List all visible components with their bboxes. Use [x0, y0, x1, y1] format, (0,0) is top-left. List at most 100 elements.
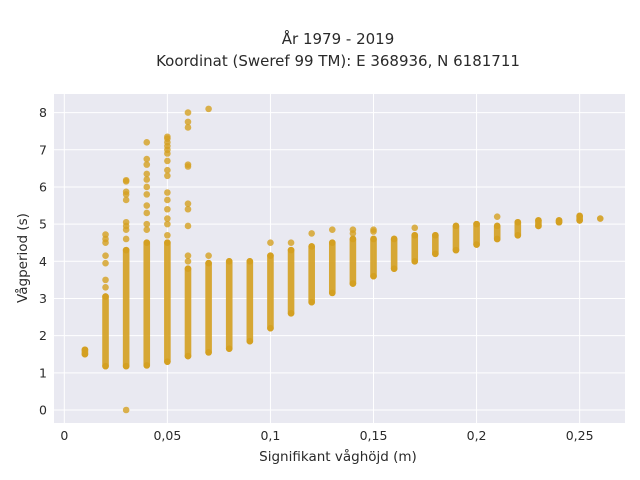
data-point	[493, 222, 501, 230]
data-point	[143, 362, 151, 369]
y-tick-label: 5	[39, 217, 47, 232]
data-point	[514, 231, 522, 239]
data-point	[576, 217, 583, 224]
data-point	[390, 265, 398, 273]
chart-title-line1: År 1979 - 2019	[282, 29, 395, 48]
data-point	[349, 235, 357, 243]
x-tick-label: 0	[60, 428, 68, 443]
data-point	[349, 226, 357, 233]
data-point	[555, 218, 563, 226]
data-point	[143, 139, 151, 146]
data-point	[164, 172, 171, 180]
data-point	[432, 231, 439, 239]
data-point	[143, 220, 151, 228]
data-point	[164, 133, 171, 141]
x-tick-label: 0,2	[467, 428, 487, 443]
data-point	[122, 176, 130, 184]
y-tick-label: 8	[39, 105, 47, 120]
data-point	[143, 209, 151, 217]
data-point-column	[473, 220, 480, 248]
data-point	[473, 220, 480, 228]
data-point-column	[246, 257, 254, 345]
data-point	[349, 280, 357, 287]
y-tick-label: 7	[39, 142, 47, 157]
data-point-column	[390, 235, 398, 273]
data-point	[267, 252, 274, 260]
data-point-column	[411, 231, 419, 265]
data-point	[102, 284, 109, 291]
data-point	[164, 358, 171, 365]
data-point	[225, 345, 233, 352]
data-point	[493, 213, 501, 220]
data-point	[164, 220, 171, 228]
data-point	[535, 217, 542, 224]
data-point	[452, 246, 460, 254]
data-point	[184, 118, 192, 126]
data-point	[308, 230, 315, 237]
data-point	[184, 265, 192, 273]
data-point	[473, 241, 480, 248]
data-point	[143, 191, 151, 198]
data-point	[164, 157, 171, 165]
data-point	[205, 252, 212, 260]
data-point	[184, 161, 192, 168]
x-tick-label: 0,1	[260, 428, 280, 443]
data-point-column	[205, 259, 212, 356]
data-point-column	[102, 293, 109, 370]
y-tick-label: 6	[39, 179, 47, 194]
y-tick-labels: 0 1 2 3 4 5 6 7 8	[39, 105, 47, 417]
data-point	[184, 222, 192, 230]
y-axis-label: Vågperiod (s)	[14, 213, 31, 303]
data-point	[205, 349, 212, 356]
data-points	[81, 105, 604, 414]
data-point	[143, 170, 151, 178]
data-point	[164, 215, 171, 222]
data-point	[102, 252, 109, 260]
data-point	[267, 324, 274, 332]
data-point-column	[308, 243, 315, 306]
data-point	[287, 239, 295, 247]
data-point	[143, 226, 151, 233]
data-point	[205, 259, 212, 267]
data-point	[287, 246, 295, 254]
data-point	[596, 215, 604, 222]
data-point-column	[452, 222, 460, 254]
data-point-column	[432, 231, 439, 258]
data-point	[328, 289, 336, 297]
data-point	[102, 362, 109, 370]
data-point	[328, 226, 336, 233]
data-point	[122, 218, 130, 226]
data-point	[432, 250, 439, 258]
x-tick-label: 0,25	[566, 428, 594, 443]
data-point	[411, 257, 419, 265]
data-point	[370, 226, 377, 233]
data-point	[122, 188, 130, 196]
y-tick-label: 2	[39, 328, 47, 343]
data-point	[184, 252, 192, 260]
data-point	[184, 124, 192, 131]
data-point	[411, 224, 419, 232]
data-point	[81, 350, 89, 358]
data-point	[452, 222, 460, 230]
x-tick-label: 0,15	[360, 428, 388, 443]
data-point-column	[349, 235, 357, 287]
data-point	[390, 235, 398, 243]
data-point	[143, 155, 151, 163]
data-point	[164, 189, 171, 196]
data-point	[287, 310, 295, 317]
data-point-column	[122, 246, 130, 370]
data-point-column	[143, 239, 151, 369]
data-point	[184, 109, 192, 116]
data-point-column	[225, 257, 233, 352]
x-tick-labels: 0 0,05 0,1 0,15 0,2 0,25	[60, 428, 593, 443]
x-tick-label: 0,05	[153, 428, 181, 443]
data-point	[184, 352, 192, 360]
data-point-column	[370, 235, 377, 280]
data-point	[102, 293, 109, 300]
data-point	[102, 276, 109, 284]
data-point	[308, 243, 315, 250]
data-point	[164, 196, 171, 204]
x-axis-label: Signifikant våghöjd (m)	[259, 448, 417, 465]
data-point	[246, 337, 254, 345]
